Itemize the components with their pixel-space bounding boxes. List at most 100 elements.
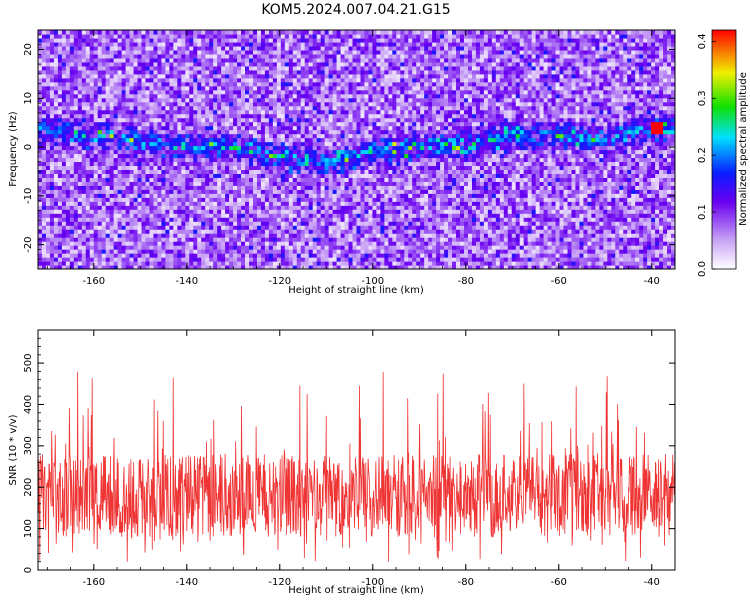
heatmap-cell [93,73,99,79]
heatmap-cell [45,161,51,167]
heatmap-cell [165,57,170,63]
heatmap-cell [141,113,147,119]
heatmap-cell [133,161,139,167]
heatmap-cell [173,97,178,103]
heatmap-cell [157,161,163,167]
heatmap-cell [284,49,290,55]
heatmap-cell [173,217,178,222]
heatmap-cell [249,121,254,127]
heatmap-cell [324,201,330,206]
heatmap-cell [77,133,83,139]
heatmap-cell [252,241,258,246]
heatmap-cell [133,237,139,242]
heatmap-cell [41,41,47,47]
heatmap-cell [237,45,242,51]
heatmap-cell [53,113,59,119]
heatmap-cell [260,61,266,67]
heatmap-cell [249,241,254,246]
heatmap-cell [49,165,55,171]
heatmap-cell [193,105,198,111]
heatmap-cell [177,93,182,99]
heatmap-cell [260,177,266,182]
heatmap-cell [229,33,234,39]
heatmap-cell [105,161,111,167]
heatmap-cell [113,97,119,103]
heatmap-cell [280,261,286,266]
heatmap-cell [272,53,278,59]
heatmap-cell [217,157,222,163]
heatmap-cell [145,77,151,83]
heatmap-cell [169,153,174,159]
heatmap-cell [328,69,334,75]
heatmap-cell [272,85,278,91]
heatmap-cell [133,37,139,43]
heatmap-cell [288,101,294,107]
heatmap-cell [264,133,270,139]
heatmap-cell [49,129,55,135]
heatmap-cell [49,229,55,234]
heatmap-cell [149,249,155,254]
heatmap-cell [316,189,322,194]
heatmap-cell [324,53,330,59]
heatmap-cell [352,241,358,246]
heatmap-cell [81,81,87,87]
heatmap-cell [284,117,290,123]
heatmap-cell [41,209,47,214]
heatmap-cell [237,109,242,115]
heatmap-cell [284,157,290,163]
heatmap-cell [121,61,127,67]
heatmap-cell [340,41,346,47]
heatmap-cell [252,57,258,63]
heatmap-cell [209,97,214,103]
heatmap-cell [117,229,123,234]
heatmap-cell [141,181,147,186]
heatmap-cell [229,237,234,242]
heatmap-cell [225,89,230,95]
heatmap-cell [284,37,290,43]
heatmap-cell [161,145,166,151]
heatmap-cell [233,129,238,135]
heatmap-cell [177,30,182,35]
heatmap-cell [93,33,99,39]
heatmap-cell [316,241,322,246]
heatmap-cell [193,165,198,171]
heatmap-cell [137,233,143,238]
heatmap-cell [316,209,322,214]
heatmap-cell [264,30,270,35]
heatmap-cell [145,253,151,258]
heatmap-cell [213,45,218,51]
heatmap-cell [364,233,370,238]
heatmap-cell [45,33,51,39]
heatmap-cell [157,249,163,254]
heatmap-cell [217,153,222,159]
heatmap-cell [264,97,270,103]
heatmap-cell [165,173,170,178]
heatmap-cell [73,197,79,202]
heatmap-cell [53,61,59,67]
heatmap-cell [97,101,103,107]
heatmap-cell [153,165,159,171]
heatmap-cell [169,229,174,234]
heatmap-cell [288,161,294,167]
heatmap-cell [85,233,91,238]
heatmap-cell [213,53,218,59]
heatmap-cell [320,201,326,206]
heatmap-cell [280,57,286,63]
heatmap-cell [113,213,119,218]
heatmap-cell [221,225,226,230]
heatmap-cell [360,65,366,71]
heatmap-cell [348,201,354,206]
heatmap-cell [201,121,206,127]
heatmap-cell [41,181,47,186]
heatmap-cell [89,233,95,238]
heatmap-cell [165,93,170,99]
heatmap-cell [101,241,107,246]
heatmap-cell [340,73,346,79]
heatmap-cell [125,185,131,190]
heatmap-cell [308,125,314,131]
heatmap-cell [93,261,99,266]
heatmap-cell [141,205,147,210]
heatmap-cell [252,205,258,210]
heatmap-cell [38,113,43,119]
